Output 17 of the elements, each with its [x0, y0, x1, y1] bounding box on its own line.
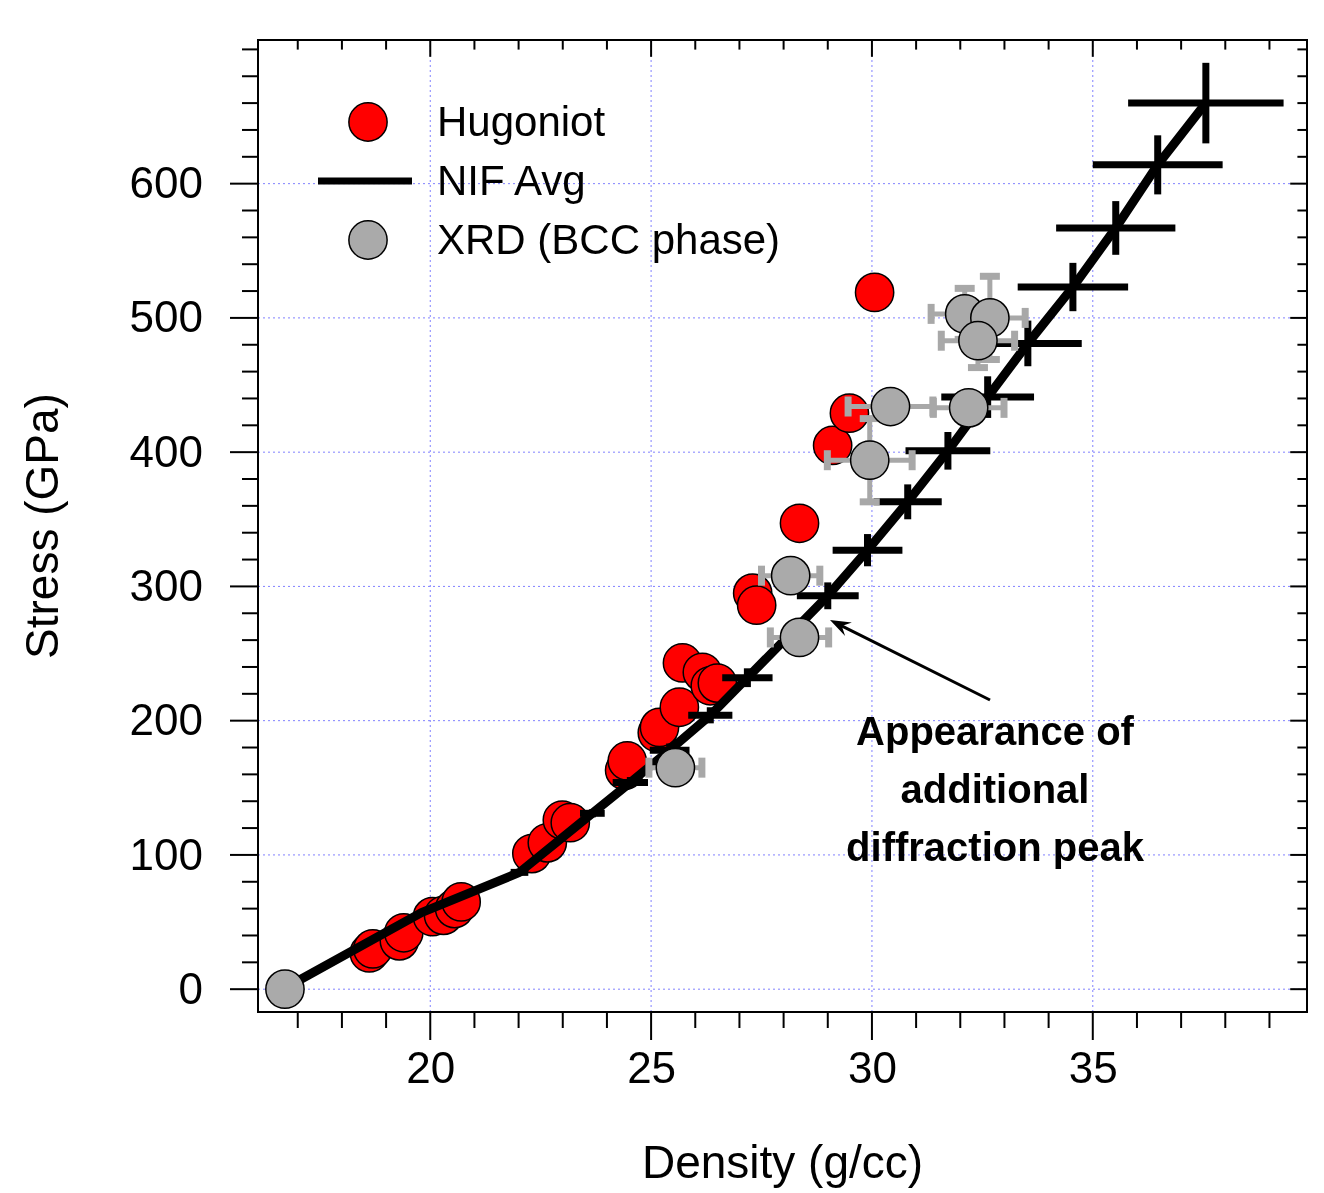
y-tick-label: 300 [129, 560, 203, 610]
y-tick-label: 100 [129, 829, 203, 879]
y-tick-label: 500 [129, 292, 203, 342]
x-tick-label: 35 [1068, 1043, 1118, 1093]
legend-label: Hugoniot [437, 98, 606, 145]
x-tick-label: 20 [406, 1043, 456, 1093]
y-tick-label: 600 [129, 158, 203, 208]
x-tick-label: 25 [627, 1043, 677, 1093]
y-tick-label: 200 [129, 695, 203, 745]
annotation: Appearance of additional diffraction peak [846, 709, 1145, 869]
x-axis-title: Density (g/cc) [641, 1136, 924, 1188]
x-tick-label: 30 [847, 1043, 897, 1093]
legend-label: XRD (BCC phase) [437, 216, 781, 263]
y-tick-label: 400 [129, 426, 203, 476]
legend-label: NIF Avg [437, 157, 586, 204]
y-tick-label: 0 [178, 963, 203, 1013]
y-axis-title: Stress (GPa) [16, 393, 68, 659]
